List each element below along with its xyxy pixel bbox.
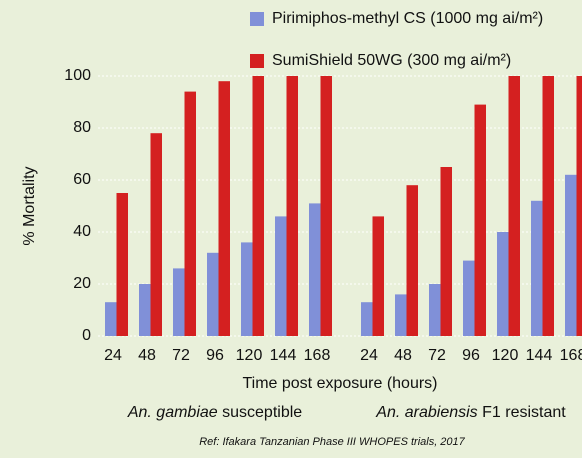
bar: [320, 76, 332, 336]
bar: [406, 185, 418, 336]
bar: [440, 167, 452, 336]
y-tick-label: 80: [73, 119, 91, 136]
x-tick-label: 168: [560, 347, 582, 364]
bar: [150, 133, 162, 336]
group-label: An. arabiensis F1 resistant: [375, 404, 566, 421]
y-tick-label: 40: [73, 223, 91, 240]
y-axis-label: % Mortality: [21, 166, 38, 245]
x-tick-label: 48: [394, 347, 412, 364]
y-tick-label: 0: [82, 327, 91, 344]
y-tick-label: 60: [73, 171, 91, 188]
x-axis-label: Time post exposure (hours): [242, 375, 437, 392]
bar: [241, 242, 253, 336]
reference-note: Ref: Ifakara Tanzanian Phase III WHOPES …: [199, 436, 465, 448]
bar: [116, 193, 128, 336]
bar: [542, 76, 554, 336]
legend-label: Pirimiphos-methyl CS (1000 mg ai/m²): [272, 10, 543, 27]
bar: [497, 232, 509, 336]
legend-swatch: [250, 12, 264, 26]
bar: [184, 91, 196, 336]
x-tick-label: 72: [428, 347, 446, 364]
x-tick-label: 96: [206, 347, 224, 364]
bar: [105, 302, 117, 336]
bar: [173, 268, 185, 336]
x-tick-label: 72: [172, 347, 190, 364]
x-tick-label: 48: [138, 347, 156, 364]
bar: [429, 284, 441, 336]
bar: [531, 200, 543, 336]
bar: [218, 81, 230, 336]
x-tick-label: 120: [492, 347, 519, 364]
x-tick-label: 168: [304, 347, 331, 364]
group-status: F1 resistant: [482, 404, 566, 421]
y-tick-label: 20: [73, 275, 91, 292]
group-species: An. gambiae: [127, 404, 218, 421]
y-tick-label: 100: [64, 67, 91, 84]
bar: [139, 284, 151, 336]
bar: [395, 294, 407, 336]
x-tick-label: 144: [270, 347, 297, 364]
legend-label: SumiShield 50WG (300 mg ai/m²): [272, 52, 511, 69]
bar: [286, 76, 298, 336]
x-tick-label: 96: [462, 347, 480, 364]
bar: [207, 252, 219, 336]
bar: [309, 203, 321, 336]
x-tick-label: 144: [526, 347, 553, 364]
bar: [508, 76, 520, 336]
x-tick-label: 24: [360, 347, 378, 364]
bar: [252, 76, 264, 336]
legend-swatch: [250, 54, 264, 68]
group-label: An. gambiae susceptible: [127, 404, 302, 421]
x-tick-label: 120: [236, 347, 263, 364]
bar: [565, 174, 577, 336]
bar: [463, 260, 475, 336]
group-species: An. arabiensis: [375, 404, 477, 421]
bar: [576, 76, 582, 336]
bar: [372, 216, 384, 336]
bar: [474, 104, 486, 336]
group-status: susceptible: [222, 404, 302, 421]
bar: [361, 302, 373, 336]
x-tick-label: 24: [104, 347, 122, 364]
bar: [275, 216, 287, 336]
